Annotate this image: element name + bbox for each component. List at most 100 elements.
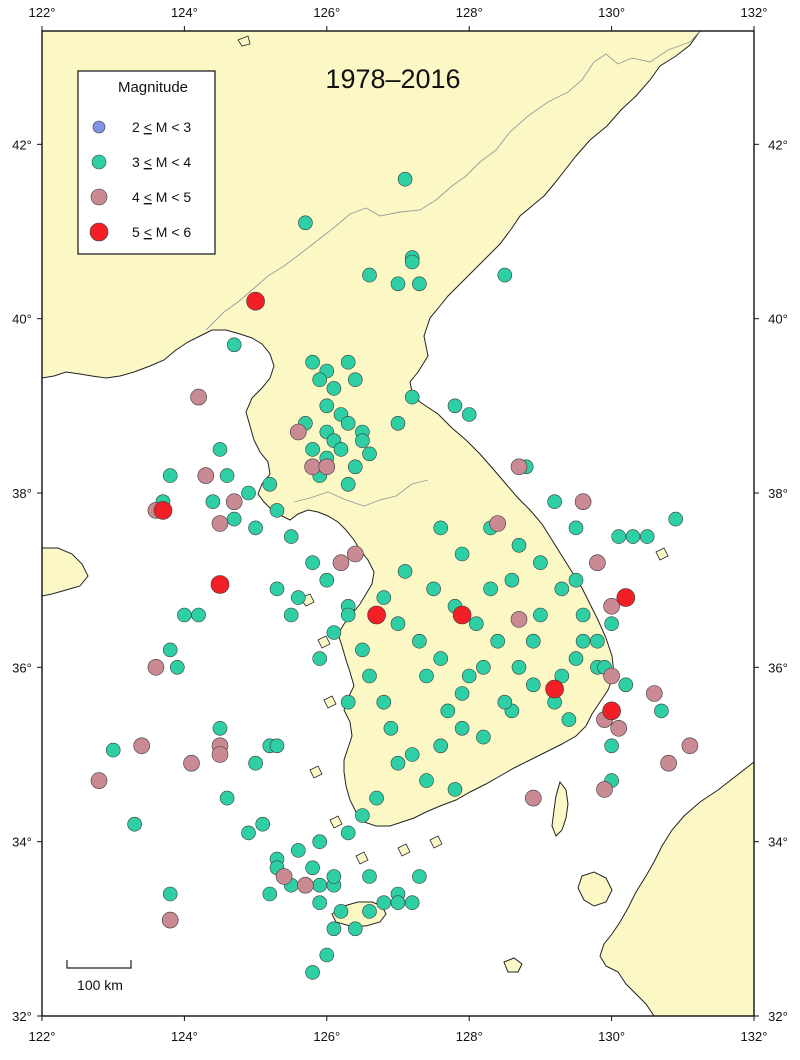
lon-label-top: 122°	[29, 5, 56, 20]
legend-label-m5: 5 < M < 6	[132, 224, 191, 240]
event-m4	[510, 458, 528, 476]
event-m3	[454, 720, 470, 736]
event-m3	[461, 668, 477, 684]
lat-label-right: 34°	[768, 835, 788, 850]
event-m3	[326, 869, 342, 884]
event-m3	[376, 694, 392, 710]
lon-label-top: 126°	[313, 5, 340, 20]
lon-label-top: 124°	[171, 5, 198, 20]
lat-label-right: 36°	[768, 660, 788, 675]
lat-label-right: 32°	[768, 1009, 788, 1024]
event-m3	[340, 354, 356, 370]
japan-landmass	[599, 761, 754, 1016]
event-m4	[332, 554, 350, 572]
event-m3	[497, 267, 513, 283]
event-m5	[452, 605, 472, 625]
event-m3	[305, 354, 320, 370]
event-m3	[654, 703, 669, 719]
legend-title: Magnitude	[118, 79, 188, 96]
lon-label-top: 128°	[456, 5, 483, 20]
magnitude-legend: Magnitude 2 < M < 3 3 < M < 4 4 < M < 5 5 <…	[77, 70, 216, 255]
event-m4	[603, 667, 620, 685]
event-m3	[511, 659, 527, 675]
legend-swatch-m5	[89, 222, 109, 242]
event-m3	[269, 581, 285, 597]
event-m3	[177, 607, 192, 623]
event-m3	[290, 590, 306, 605]
event-m4	[133, 737, 150, 755]
event-m3	[212, 442, 228, 457]
event-m3	[269, 503, 285, 518]
event-m5	[616, 588, 636, 607]
event-m3	[554, 668, 570, 684]
event-m3	[312, 651, 328, 666]
legend-swatch-m3	[91, 154, 107, 170]
event-m3	[355, 808, 370, 823]
event-m3	[162, 468, 178, 483]
map-title: 1978–2016	[325, 64, 460, 94]
event-m3	[212, 720, 228, 736]
event-m3	[347, 372, 363, 388]
event-m3	[305, 555, 320, 571]
event-m3	[312, 834, 328, 850]
event-m3	[319, 398, 335, 414]
event-m4	[524, 789, 542, 807]
lon-label-bottom: 124°	[171, 1029, 198, 1044]
event-m3	[333, 442, 349, 457]
map-frame	[41, 30, 755, 1017]
event-m3	[575, 633, 591, 649]
legend-label-m3: 3 < M < 4	[132, 154, 191, 170]
scale-bar-line	[66, 960, 132, 969]
event-m3	[476, 729, 491, 745]
event-m3	[312, 877, 328, 893]
event-m3	[262, 476, 278, 492]
event-m3	[433, 520, 449, 536]
event-m5	[367, 605, 386, 625]
shandong-peninsula	[42, 547, 89, 597]
event-m4	[147, 658, 165, 676]
event-m3	[226, 511, 242, 527]
event-m3	[561, 712, 577, 727]
legend-label-m2: 2 < M < 3	[132, 119, 191, 135]
event-m3	[476, 659, 491, 675]
event-m3	[241, 825, 256, 841]
event-m3	[511, 537, 527, 553]
event-m3	[433, 651, 449, 666]
event-m3	[604, 616, 619, 632]
event-m3	[362, 869, 377, 884]
lat-label-left: 36°	[12, 660, 32, 675]
event-m3	[390, 755, 406, 771]
event-m3	[355, 433, 370, 449]
event-m3	[604, 738, 619, 754]
event-m3	[412, 633, 427, 649]
lat-label-left: 32°	[12, 1009, 32, 1024]
japan-islet-south	[503, 957, 523, 973]
event-m4	[197, 467, 215, 484]
event-m5	[545, 679, 564, 699]
event-m3	[383, 720, 399, 736]
event-m3	[639, 529, 655, 544]
event-m4	[190, 388, 207, 406]
event-m5	[246, 291, 265, 311]
event-m3	[419, 668, 434, 684]
event-m3	[162, 886, 178, 902]
event-m3	[319, 572, 335, 588]
event-m3	[376, 895, 392, 911]
event-m4	[289, 423, 307, 441]
lat-label-right: 38°	[768, 486, 788, 501]
event-m3	[340, 694, 356, 710]
event-m3	[483, 581, 498, 597]
event-m3	[426, 581, 441, 597]
event-m3	[369, 790, 384, 806]
lon-label-bottom: 128°	[456, 1029, 483, 1044]
event-m3	[290, 843, 306, 858]
event-m3	[362, 446, 377, 462]
event-m3	[340, 476, 356, 492]
event-m4	[603, 597, 620, 615]
event-m3	[568, 651, 584, 666]
event-m3	[404, 254, 420, 270]
event-m3	[404, 389, 420, 405]
event-m4	[510, 611, 528, 628]
event-m4	[660, 754, 677, 772]
